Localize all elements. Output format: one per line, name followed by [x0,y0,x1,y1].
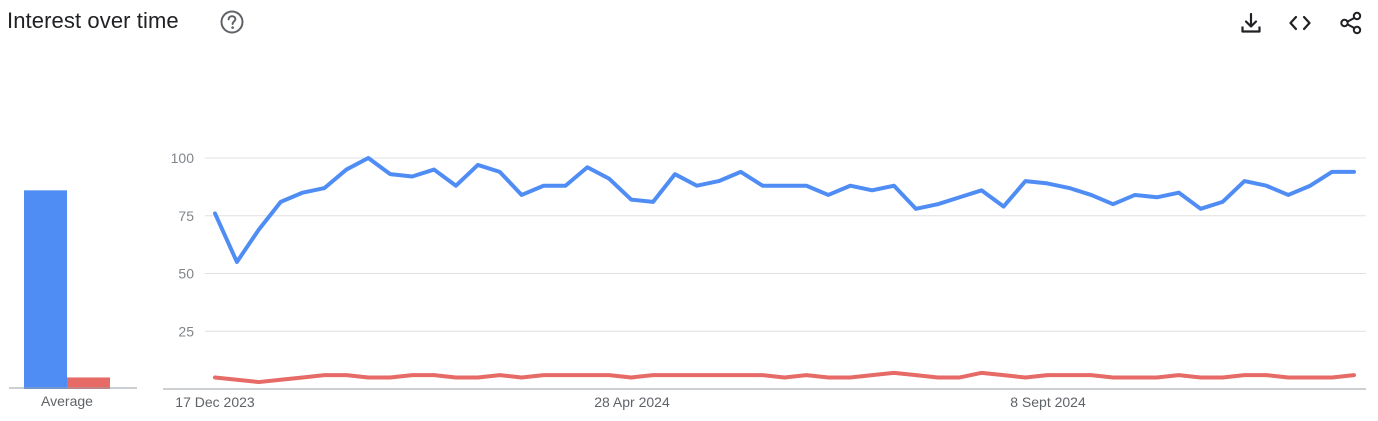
series-line-1[interactable] [213,156,1356,264]
download-icon[interactable] [1238,10,1264,36]
average-bar-chart: Average [9,190,137,409]
average-bar-1[interactable] [24,190,67,389]
series-line-2[interactable] [213,370,1356,385]
y-tick-label: 100 [171,150,195,166]
x-tick-label: 28 Apr 2024 [594,394,670,410]
x-tick-label: 17 Dec 2023 [175,394,255,410]
y-tick-label: 25 [178,323,194,339]
y-tick-label: 50 [178,266,194,282]
y-tick-label: 75 [178,208,194,224]
share-icon[interactable] [1338,10,1364,36]
average-bar-2[interactable] [67,377,110,389]
average-label: Average [41,393,93,409]
help-circle-icon[interactable] [219,9,245,35]
chart-title: Interest over time [7,8,179,33]
code-icon[interactable] [1287,10,1313,36]
x-tick-label: 8 Sept 2024 [1010,394,1086,410]
chart-header: Interest over time [0,0,1378,48]
